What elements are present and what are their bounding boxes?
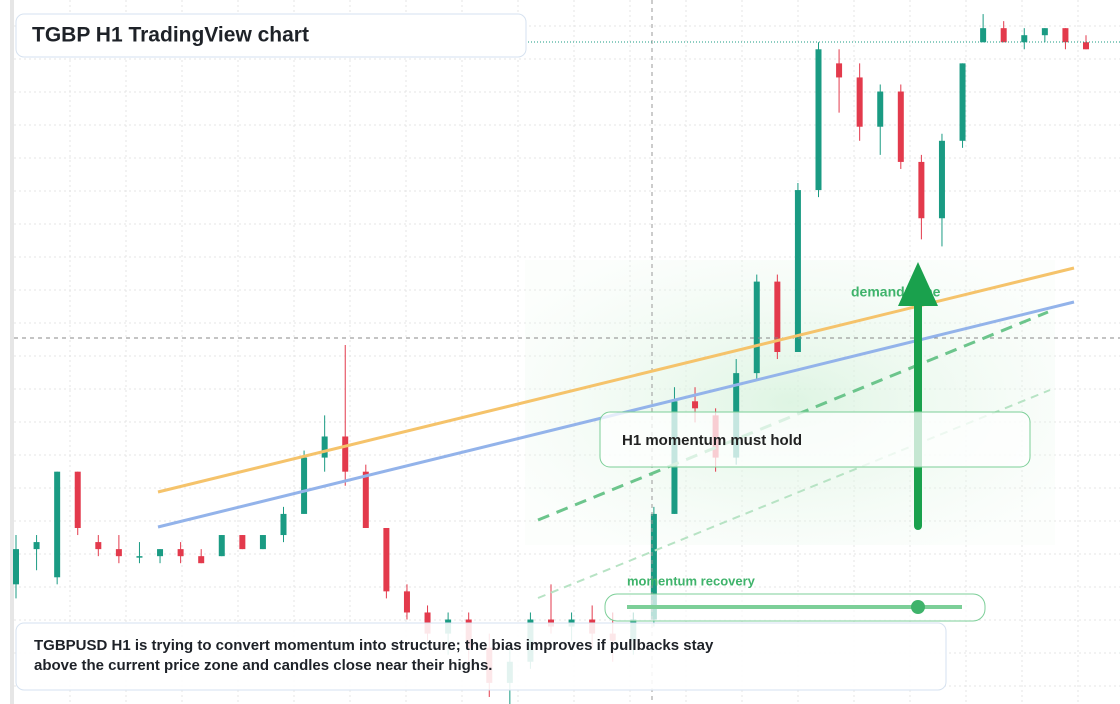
- candle-body: [74, 471, 81, 528]
- candle-body: [650, 513, 657, 620]
- candle-body: [198, 556, 205, 564]
- slider-knob[interactable]: [911, 600, 925, 614]
- candle-body: [918, 161, 925, 219]
- candle-body: [1000, 28, 1007, 43]
- candle-body: [856, 77, 863, 127]
- candle-body: [815, 49, 822, 191]
- candle-body: [218, 535, 225, 557]
- candle-body: [938, 140, 945, 219]
- arrow-head: [898, 262, 938, 306]
- note-text: TGBPUSD H1 is trying to convert momentum…: [34, 637, 714, 674]
- candle-body: [383, 528, 390, 592]
- candle-body: [33, 542, 40, 550]
- note-wrap: TGBPUSD H1 is trying to convert momentum…: [34, 637, 714, 674]
- slider-label: momentum recovery: [627, 573, 756, 588]
- candle-body: [692, 401, 699, 409]
- candle-body: [897, 91, 904, 162]
- candle-body: [877, 91, 884, 127]
- candle-body: [1083, 42, 1089, 50]
- candle-body: [774, 281, 781, 352]
- candles: [13, 14, 1089, 704]
- candle-body: [157, 549, 164, 557]
- title-box: [15, 13, 527, 58]
- candle-body: [259, 535, 266, 550]
- candle-body: [959, 63, 966, 141]
- candle-body: [342, 436, 349, 472]
- candle-body: [1062, 28, 1069, 43]
- candle-body: [836, 63, 843, 78]
- callout-box: [599, 411, 1031, 468]
- candle-body: [1041, 28, 1048, 36]
- zone-glow: [525, 260, 1055, 545]
- candle-body: [794, 190, 801, 352]
- candle-body: [980, 28, 987, 43]
- candle-body: [13, 549, 19, 585]
- candle-body: [403, 591, 410, 613]
- candle-body: [54, 471, 61, 578]
- chart-title: TGBP H1 TradingView chart: [32, 24, 309, 47]
- candle-body: [177, 549, 184, 557]
- candle-body: [301, 457, 308, 514]
- support-dash: [537, 310, 1049, 522]
- left-edge: [10, 0, 14, 704]
- candle-body: [1021, 35, 1028, 43]
- candle-body: [136, 556, 143, 558]
- candle-body: [753, 281, 760, 374]
- candle-body: [321, 436, 328, 458]
- candle-body: [115, 549, 122, 557]
- candle-body: [239, 535, 246, 550]
- callout-text: H1 momentum must hold: [622, 432, 802, 449]
- candle-body: [280, 513, 287, 536]
- candle-body: [362, 471, 369, 528]
- note-box: [15, 622, 947, 691]
- candle-body: [95, 542, 102, 550]
